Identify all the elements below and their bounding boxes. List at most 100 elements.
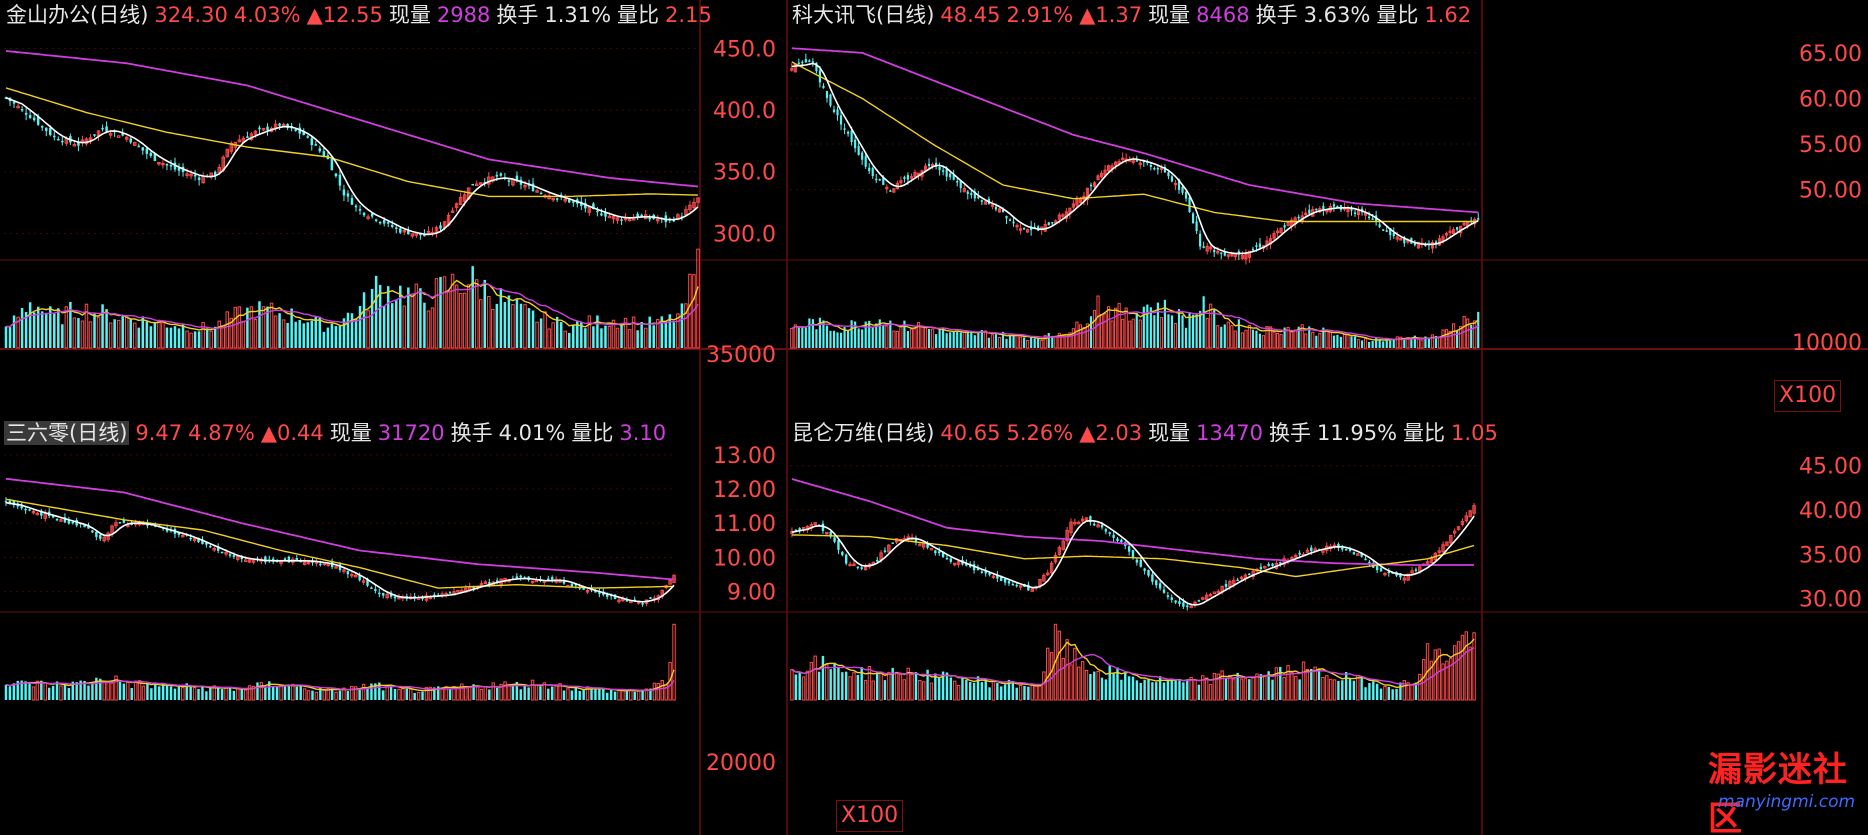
volume-bar-up — [1437, 648, 1441, 701]
candle-body-down — [942, 170, 945, 172]
volume-bar-up — [366, 310, 370, 349]
stock-name[interactable]: 科大讯飞(日线) — [792, 3, 935, 27]
volume-bar-up — [909, 328, 914, 349]
candle-body-down — [44, 127, 48, 131]
stock-name[interactable]: 昆仑万维(日线) — [792, 421, 935, 445]
volume-bar-down — [523, 686, 526, 700]
volume-bar-down — [1181, 315, 1184, 348]
candle-body-down — [935, 162, 938, 167]
volume-bar-up — [1107, 306, 1111, 349]
panel-header-0: 金山办公(日线) 324.30 4.03% ▲12.55 现量 2988 换手 1.31% 量比… — [6, 0, 718, 30]
candle-body-up — [688, 204, 692, 211]
candle-body-up — [1402, 577, 1407, 581]
volume-bar-down — [1410, 339, 1413, 348]
candle-body-up — [1138, 162, 1142, 166]
candle-body-up — [696, 197, 700, 203]
price-tick-label: 450.0 — [713, 37, 776, 62]
candle-body-up — [1462, 222, 1466, 226]
volume-bar-down — [837, 667, 840, 700]
volume-bar-up — [84, 303, 89, 349]
volume-bar-down — [594, 687, 597, 700]
candle-body-up — [108, 133, 113, 136]
candle-body-down — [1127, 546, 1131, 552]
candle-body-down — [49, 127, 52, 135]
volume-bar-up — [1448, 331, 1452, 349]
candle-body-down — [1155, 580, 1158, 586]
volume-bar-up — [1444, 329, 1449, 349]
volume-bar-up — [1057, 332, 1061, 349]
volume-bar-down — [189, 685, 192, 700]
volume-bar-down — [1156, 302, 1159, 348]
candle-body-down — [378, 592, 381, 595]
candle-body-down — [959, 180, 962, 189]
volume-bar-down — [154, 683, 157, 700]
candle-body-down — [209, 545, 212, 548]
volume-unit-badge-right: X100 — [1774, 380, 1842, 412]
candle-body-down — [547, 578, 550, 581]
volume-bar-down — [1158, 676, 1162, 700]
volume-bar-up — [1305, 668, 1310, 701]
volume-bar-up — [983, 330, 987, 349]
volume-bar-up — [1429, 660, 1434, 701]
volume-bar-down — [1178, 680, 1181, 700]
volume-bar-up — [1110, 320, 1114, 349]
candle-body-down — [1220, 252, 1223, 254]
volume-bar-down — [105, 309, 108, 348]
candle-body-down — [856, 566, 860, 569]
volume-bar-down — [8, 686, 12, 700]
volume-bar-down — [883, 680, 887, 700]
candle-body-down — [319, 563, 322, 566]
volume-bar-down — [1089, 316, 1093, 348]
volume-bar-down — [1143, 679, 1146, 700]
candle-body-down — [358, 574, 361, 581]
volume-bar-down — [1371, 341, 1374, 348]
stock-name[interactable]: 金山办公(日线) — [6, 3, 149, 27]
volume-bar-down — [122, 683, 126, 700]
volume-bar-up — [1416, 338, 1420, 349]
volume-bar-down — [956, 331, 959, 348]
volume-bar-down — [832, 330, 836, 348]
candle-body-down — [1143, 568, 1146, 571]
volume-bar-up — [587, 315, 592, 349]
volume-bar-up — [1363, 338, 1368, 349]
candle-body-down — [1005, 215, 1008, 219]
candle-body-up — [825, 531, 829, 535]
volume-bar-down — [12, 315, 16, 348]
candle-body-down — [20, 109, 24, 111]
volume-tick-label: 10000 — [1792, 331, 1862, 356]
candle-body-down — [141, 147, 145, 151]
volume-ma-long — [5, 282, 699, 330]
candle-body-down — [1353, 212, 1357, 214]
candle-body-up — [1272, 233, 1276, 239]
candle-body-down — [189, 537, 192, 540]
ma-long-line — [5, 50, 699, 188]
volume-bar-up — [1018, 336, 1023, 349]
stock-name[interactable]: 三六零(日线) — [4, 421, 130, 445]
volume-bar-up — [1117, 302, 1121, 349]
volume-bar-up — [1402, 680, 1407, 701]
candle-body-down — [1112, 534, 1115, 538]
candle-body-up — [1444, 233, 1449, 236]
candle-body-down — [105, 126, 108, 132]
candle-body-down — [53, 135, 56, 138]
volume-bar-down — [1375, 683, 1379, 700]
volume-bar-down — [980, 330, 983, 348]
candle-body-up — [585, 590, 590, 593]
candle-body-down — [584, 202, 587, 209]
candle-body-down — [472, 586, 475, 589]
volume-bar-up — [1274, 667, 1279, 701]
volume-bar-up — [1290, 331, 1294, 349]
volume-bar-down — [118, 681, 122, 700]
volume-bar-down — [314, 315, 318, 348]
candle-body-up — [217, 166, 221, 173]
candle-body-up — [607, 215, 612, 219]
volume-bar-up — [511, 304, 515, 349]
candle-body-up — [402, 229, 407, 233]
volume-bar-up — [918, 679, 922, 701]
candle-body-down — [868, 167, 871, 172]
volume-bar-down — [1336, 334, 1339, 348]
candle-body-down — [996, 574, 999, 579]
stock-change: ▲2.03 — [1079, 421, 1143, 445]
candle-body-up — [668, 580, 672, 585]
volume-bar-up — [863, 679, 868, 701]
